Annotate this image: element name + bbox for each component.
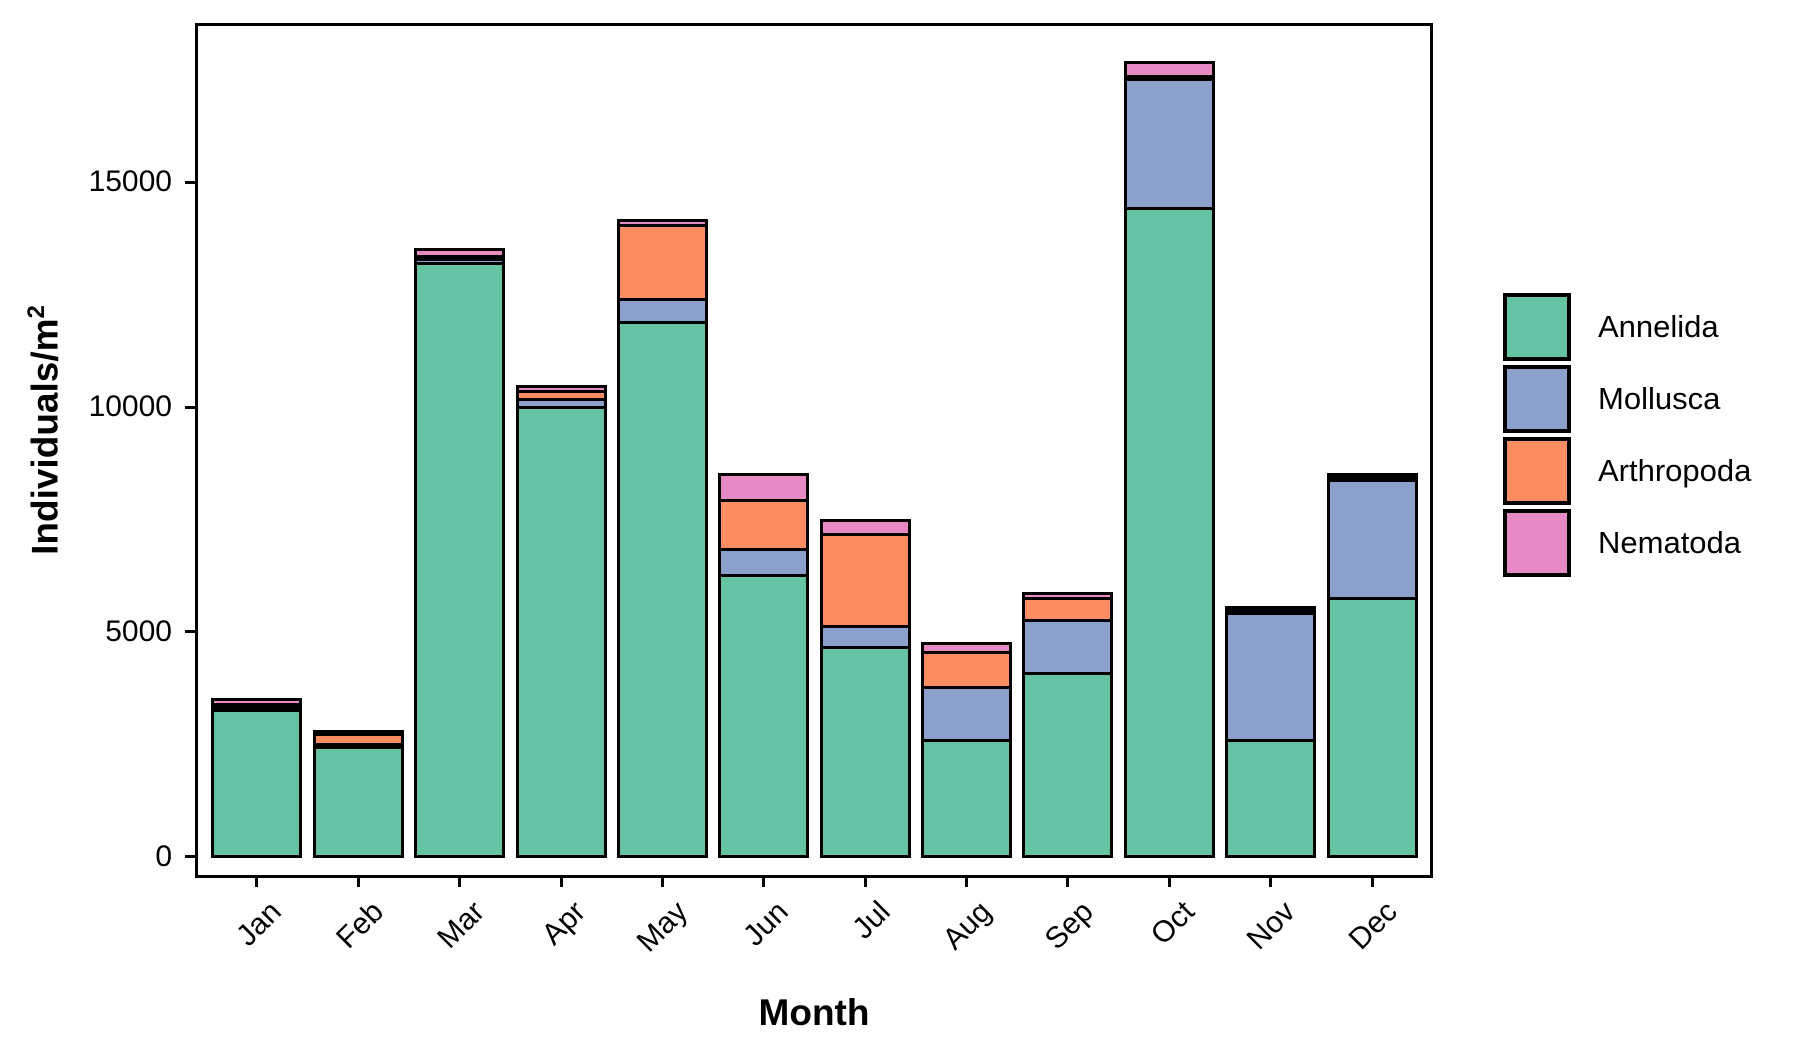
bar-segment-annelida-jan (211, 708, 303, 858)
x-axis-tick-jan (255, 877, 259, 887)
legend-label-annelida: Annelida (1598, 309, 1719, 344)
legend-row-annelida: Annelida (1503, 293, 1751, 361)
legend-row-nematoda: Nematoda (1503, 509, 1751, 577)
y-axis-label-10000: 10000 (88, 390, 172, 424)
bar-segment-annelida-oct (1123, 206, 1215, 858)
bar-segment-annelida-sep (1022, 672, 1114, 858)
bar-segment-nematoda-sep (1022, 592, 1114, 601)
bar-segment-annelida-apr (515, 406, 607, 858)
y-axis-tick-5000 (185, 630, 195, 634)
bar-segment-nematoda-aug (921, 641, 1013, 654)
bar-segment-nematoda-apr (515, 385, 607, 393)
bar-segment-annelida-jun (718, 573, 810, 858)
bar-segment-annelida-feb (312, 746, 404, 858)
legend-row-mollusca: Mollusca (1503, 365, 1751, 433)
bar-segment-nematoda-jan (211, 697, 303, 706)
legend-label-arthropoda: Arthropoda (1598, 453, 1752, 488)
bar-segment-mollusca-sep (1022, 619, 1114, 676)
legend-row-arthropoda: Arthropoda (1503, 437, 1751, 505)
legend-label-mollusca: Mollusca (1598, 381, 1721, 416)
bar-segment-nematoda-dec (1326, 472, 1418, 480)
bar-segment-arthropoda-sep (1022, 597, 1114, 623)
x-axis-label-oct: Oct (1144, 895, 1201, 952)
x-axis-title: Month (758, 992, 870, 1033)
legend-swatch-annelida (1503, 293, 1571, 361)
bar-segment-arthropoda-may (616, 223, 708, 302)
bar-segment-mollusca-may (616, 298, 708, 325)
y-axis-tick-15000 (185, 180, 195, 184)
bar-segment-nematoda-feb (312, 730, 404, 737)
x-axis-tick-apr (559, 877, 563, 887)
bar-segment-mollusca-aug (921, 685, 1013, 742)
x-axis-label-dec: Dec (1342, 895, 1404, 957)
x-axis-tick-mar (458, 877, 462, 887)
x-axis-tick-dec (1370, 877, 1374, 887)
x-axis-tick-jun (762, 877, 766, 887)
bar-segment-nematoda-mar (414, 248, 506, 258)
bar-segment-mollusca-oct (1123, 77, 1215, 210)
bar-segment-mollusca-jul (819, 625, 911, 649)
x-axis-label-mar: Mar (431, 895, 491, 955)
y-axis-tick-10000 (185, 405, 195, 409)
bar-segment-nematoda-may (616, 218, 708, 227)
y-axis-title-superscript: 2 (23, 305, 50, 319)
bar-segment-nematoda-jun (718, 472, 810, 502)
x-axis-tick-oct (1167, 877, 1171, 887)
x-axis-tick-nov (1269, 877, 1273, 887)
bar-segment-annelida-nov (1225, 739, 1317, 858)
x-axis-label-apr: Apr (536, 895, 593, 952)
bar-segment-arthropoda-jul (819, 533, 911, 629)
legend: Annelida Mollusca Arthropoda Nematoda (1503, 293, 1751, 581)
bar-segment-nematoda-jul (819, 519, 911, 537)
bar-segment-arthropoda-aug (921, 650, 1013, 689)
legend-swatch-mollusca (1503, 365, 1571, 433)
bar-segment-annelida-mar (414, 261, 506, 858)
legend-swatch-nematoda (1503, 509, 1571, 577)
x-axis-label-sep: Sep (1038, 895, 1100, 957)
x-axis-label-jan: Jan (230, 895, 289, 953)
bar-segment-mollusca-nov (1225, 611, 1317, 743)
x-axis-label-jun: Jun (737, 895, 796, 953)
x-axis-label-may: May (630, 895, 694, 959)
x-axis-label-nov: Nov (1241, 895, 1303, 957)
bar-segment-mollusca-jun (718, 548, 810, 577)
x-axis-tick-aug (965, 877, 969, 887)
bar-segment-arthropoda-jun (718, 498, 810, 552)
x-axis-tick-jul (863, 877, 867, 887)
y-axis-label-15000: 15000 (88, 165, 172, 199)
y-axis-title-text: Individuals/m (24, 318, 66, 555)
bar-segment-nematoda-oct (1123, 60, 1215, 79)
bar-segment-annelida-dec (1326, 596, 1418, 858)
y-axis-label-0: 0 (155, 839, 172, 873)
x-axis-label-aug: Aug (936, 895, 998, 957)
y-axis-label-5000: 5000 (105, 614, 172, 648)
x-axis-tick-sep (1066, 877, 1070, 887)
legend-label-nematoda: Nematoda (1598, 525, 1742, 560)
legend-swatch-arthropoda (1503, 437, 1571, 505)
bar-segment-annelida-aug (921, 738, 1013, 858)
x-axis-tick-may (660, 877, 664, 887)
x-axis-label-jul: Jul (846, 895, 897, 946)
bar-segment-annelida-may (616, 321, 708, 858)
bar-segment-annelida-jul (819, 645, 911, 858)
bar-segment-mollusca-dec (1326, 478, 1418, 600)
y-axis-title: Individuals/m2 (23, 230, 67, 630)
x-axis-tick-feb (356, 877, 360, 887)
bar-segment-nematoda-nov (1225, 605, 1317, 613)
y-axis-tick-0 (185, 855, 195, 858)
x-axis-label-feb: Feb (329, 895, 390, 955)
